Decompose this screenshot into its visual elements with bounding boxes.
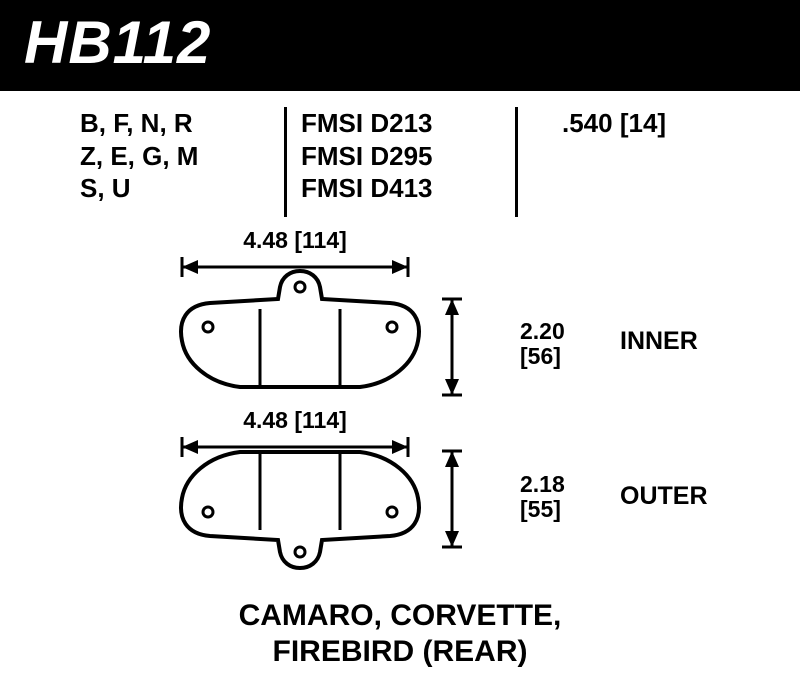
inner-pad-icon — [170, 267, 430, 397]
outer-height-bottom: [55] — [520, 497, 565, 522]
thickness-column: .540 [14] — [532, 107, 666, 140]
outer-pad — [170, 442, 430, 577]
outer-pad-icon — [170, 442, 430, 572]
outer-label: OUTER — [620, 482, 708, 511]
inner-height-dim — [440, 297, 464, 397]
inner-height-bottom: [56] — [520, 344, 565, 369]
inner-label: INNER — [620, 327, 698, 356]
diagram-area: 4.48 [114] — [0, 227, 800, 587]
inner-height-top: 2.20 — [520, 319, 565, 344]
divider — [515, 107, 518, 217]
fitment-title: CAMARO, CORVETTE, FIREBIRD (REAR) — [0, 598, 800, 670]
fitment-line: FIREBIRD (REAR) — [0, 634, 800, 670]
outer-width-label: 4.48 [114] — [243, 407, 347, 434]
inner-height-text: 2.20 [56] — [520, 319, 565, 370]
height-arrow-icon — [440, 297, 464, 397]
compounds-line: Z, E, G, M — [80, 140, 270, 173]
compounds-column: B, F, N, R Z, E, G, M S, U — [80, 107, 270, 205]
inner-pad — [170, 267, 430, 402]
content-area: B, F, N, R Z, E, G, M S, U FMSI D213 FMS… — [0, 91, 800, 692]
info-row: B, F, N, R Z, E, G, M S, U FMSI D213 FMS… — [0, 91, 800, 217]
outer-height-text: 2.18 [55] — [520, 472, 565, 523]
outer-height-top: 2.18 — [520, 472, 565, 497]
fmsi-column: FMSI D213 FMSI D295 FMSI D413 — [301, 107, 501, 205]
compounds-line: B, F, N, R — [80, 107, 270, 140]
height-arrow-icon — [440, 449, 464, 549]
header-bar: HB112 — [0, 0, 800, 91]
outer-height-dim — [440, 449, 464, 549]
fmsi-line: FMSI D213 — [301, 107, 501, 140]
inner-width-label: 4.48 [114] — [243, 227, 347, 254]
compounds-line: S, U — [80, 172, 270, 205]
fmsi-line: FMSI D413 — [301, 172, 501, 205]
fmsi-line: FMSI D295 — [301, 140, 501, 173]
fitment-line: CAMARO, CORVETTE, — [0, 598, 800, 634]
thickness-value: .540 [14] — [562, 107, 666, 140]
divider — [284, 107, 287, 217]
part-number: HB112 — [24, 9, 211, 76]
